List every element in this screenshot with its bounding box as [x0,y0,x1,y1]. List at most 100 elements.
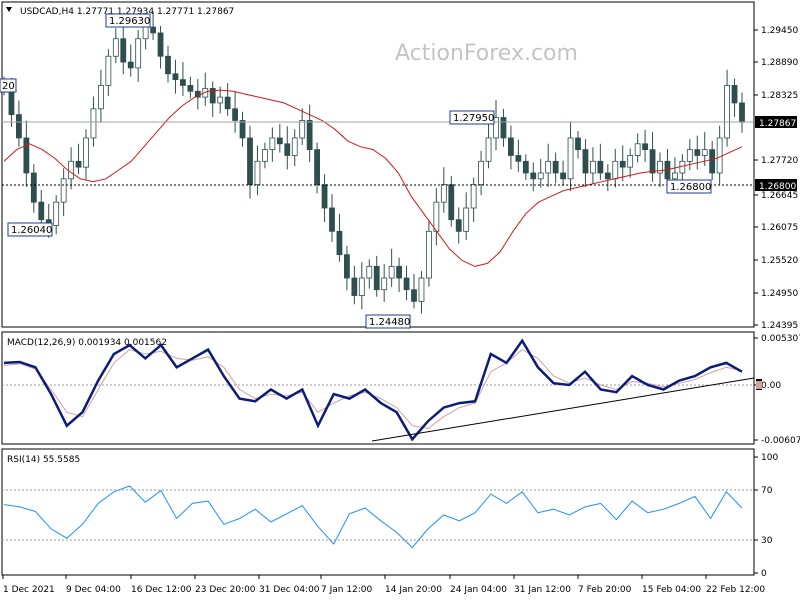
support-price-value: 1.26800 [759,182,796,192]
candle [351,277,358,296]
candle [284,143,291,156]
candle [597,160,604,174]
candle [336,230,343,256]
time-tick-label: 15 Feb 04:00 [642,585,701,595]
candle [90,108,97,139]
candle [724,85,730,139]
candle [679,160,686,174]
candle [508,137,514,156]
candle [493,117,499,139]
candle [612,160,619,180]
candle [187,85,194,92]
candle [217,96,224,104]
candle [455,219,462,232]
macd-tick-label: 0.00 [761,381,781,391]
candle [135,38,142,69]
candle [224,96,231,110]
candle [209,87,216,104]
time-tick-label: 9 Dec 04:00 [66,585,121,595]
current-price-value: 1.27867 [759,119,796,129]
candle [530,172,537,180]
candle [276,137,283,145]
candle [582,149,589,174]
candle [388,265,395,279]
rsi-tick-label: 100 [761,453,778,463]
price-tick-label: 1.24950 [761,289,798,299]
candle [150,26,156,34]
time-tick-label: 1 Dec 2021 [3,585,55,595]
price-tick-label: 1.25520 [761,256,798,266]
price-tick-label: 1.26075 [761,223,798,233]
candle [619,160,626,168]
time-tick-label: 23 Dec 20:00 [195,585,256,595]
price-tick-label: 1.28890 [761,58,798,68]
candle [321,184,328,209]
time-tick-label: 31 Jan 12:00 [514,585,571,595]
candle [16,114,22,139]
candle [105,55,112,86]
candle [381,277,388,291]
annotation-box [449,110,495,125]
candle [716,137,723,174]
current-price-tag [755,116,797,128]
candle [329,207,335,232]
annotation-cut: 20 [2,81,15,92]
candle [127,61,134,69]
candle [642,143,648,151]
time-tick-label: 7 Feb 20:00 [578,585,632,595]
candle [98,85,104,110]
candle [53,201,60,226]
rsi-panel [1,448,755,576]
candle [30,172,37,203]
candle [180,79,186,86]
macd-tick-label: -0.006074 [761,436,800,446]
rsi-line [3,485,743,549]
candle [120,38,127,63]
price-tick-label: 1.29450 [761,26,798,36]
macd-tick-label: 0.005307 [761,334,800,344]
candle [172,73,179,81]
chart-title: USDCAD,H4 1.27771 1.27934 1.27771 1.2786… [20,7,234,17]
candle [657,160,663,174]
rsi-axis: 100 70 30 0 [754,453,778,579]
price-tick-label: 1.27720 [761,156,798,166]
candle [314,149,320,186]
watermark: ActionForex.com [395,41,578,66]
candle [433,201,440,232]
candle [649,149,656,174]
candle [306,120,313,151]
rsi-tick-label: 30 [761,536,773,546]
candle [60,178,67,203]
rsi-title: RSI(14) 55.5585 [7,455,80,465]
candle [411,289,417,302]
candle [478,160,484,186]
annotation-swing-high: 1.27950 [453,113,494,124]
candle [239,120,246,139]
macd-panel [1,331,755,445]
candle [23,137,30,174]
candle [627,155,634,168]
annotation-box [365,314,411,329]
candle [75,160,82,168]
macd-main-line [3,338,743,442]
candle [552,160,559,174]
candle [485,137,492,162]
candle [739,102,745,123]
annotation-low: 1.24480 [369,317,410,328]
time-tick-label: 24 Jan 04:00 [450,585,507,595]
time-tick-label: 31 Dec 04:00 [259,585,320,595]
macd-title: MACD(12,26,9) 0.001934 0.001562 [7,338,167,348]
candle [500,117,507,139]
candle [709,149,716,174]
time-tick-label: 7 Jan 12:00 [321,585,373,595]
candle [157,32,164,57]
annotation-box [7,222,53,237]
annotation-high: 1.29630 [109,16,150,27]
candle [590,160,596,174]
candle [560,172,566,180]
candle [426,230,432,279]
dropdown-triangle-icon[interactable] [6,7,12,12]
candle [262,149,268,162]
candle [38,201,45,221]
candle [575,137,581,151]
